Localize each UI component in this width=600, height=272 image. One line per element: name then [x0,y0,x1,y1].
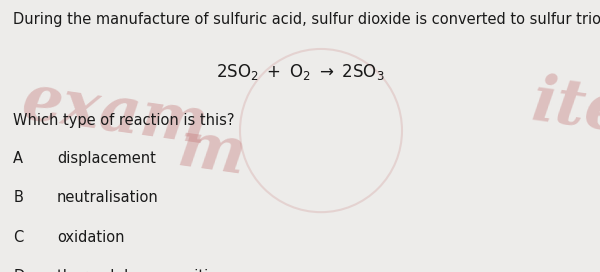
Text: During the manufacture of sulfuric acid, sulfur dioxide is converted to sulfur t: During the manufacture of sulfuric acid,… [13,12,600,27]
Text: D: D [13,269,25,272]
Text: $2\mathrm{SO}_2\ +\ \mathrm{O}_2\ \rightarrow\ 2\mathrm{SO}_3$: $2\mathrm{SO}_2\ +\ \mathrm{O}_2\ \right… [216,62,385,82]
Text: exam: exam [18,71,212,158]
Text: Which type of reaction is this?: Which type of reaction is this? [13,113,235,128]
Text: A: A [13,151,23,166]
Text: m: m [174,117,250,187]
Text: C: C [13,230,23,245]
Text: thermal decomposition: thermal decomposition [57,269,227,272]
Text: oxidation: oxidation [57,230,125,245]
Text: neutralisation: neutralisation [57,190,159,205]
Text: B: B [13,190,23,205]
Text: displacement: displacement [57,151,156,166]
Text: ite: ite [528,72,600,146]
